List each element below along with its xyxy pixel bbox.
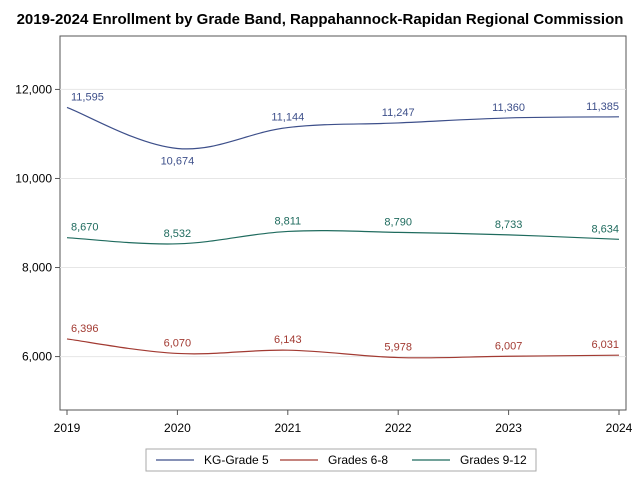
y-tick-label: 12,000	[15, 82, 52, 96]
y-tick-label: 10,000	[15, 171, 52, 185]
plot-frame	[59, 35, 627, 411]
y-tick-label: 8,000	[22, 261, 52, 275]
legend-label-grades-6-8: Grades 6-8	[328, 453, 388, 467]
label-layer: 11,595 10,674 11,144 11,247 11,360 11,385 6,39…	[71, 91, 619, 353]
data-label-kg-grade-5: 11,595	[71, 91, 104, 103]
data-label-grades-9-12: 8,532	[164, 228, 192, 240]
x-tick-label: 2023	[495, 421, 522, 435]
legend-label-kg-grade-5: KG-Grade 5	[204, 453, 269, 467]
legend: KG-Grade 5 Grades 6-8 Grades 9-12	[145, 448, 537, 472]
data-label-grades-9-12: 8,634	[591, 223, 619, 235]
axis-layer: 6,000 8,000 10,000 12,000 2019 2020 2021 2022 20…	[15, 82, 632, 435]
data-label-grades-6-8: 6,143	[274, 334, 302, 346]
y-tick-label: 6,000	[22, 350, 52, 364]
legend-box	[145, 448, 537, 472]
x-tick-label: 2024	[606, 421, 633, 435]
data-label-kg-grade-5: 11,144	[271, 112, 304, 124]
data-label-grades-9-12: 8,733	[495, 219, 523, 231]
data-label-kg-grade-5: 10,674	[161, 155, 195, 167]
series-line-grades-6-8	[66, 338, 620, 359]
series-line-grades-9-12	[66, 229, 620, 245]
series-layer	[66, 106, 620, 359]
x-tick-label: 2021	[274, 421, 301, 435]
chart-title: 2019-2024 Enrollment by Grade Band, Rapp…	[17, 11, 624, 28]
data-label-grades-6-8: 6,007	[495, 340, 523, 352]
data-label-kg-grade-5: 11,360	[492, 102, 525, 114]
data-label-grades-6-8: 5,978	[384, 342, 412, 354]
data-label-grades-6-8: 6,070	[164, 337, 192, 349]
x-tick-label: 2022	[385, 421, 412, 435]
data-label-grades-9-12: 8,670	[71, 222, 99, 234]
data-label-grades-9-12: 8,790	[384, 216, 412, 228]
data-label-grades-6-8: 6,396	[71, 323, 99, 335]
grid-layer	[60, 88, 626, 358]
data-label-kg-grade-5: 11,385	[586, 101, 619, 113]
x-tick-label: 2020	[164, 421, 191, 435]
x-tick-label: 2019	[54, 421, 81, 435]
data-label-grades-9-12: 8,811	[274, 215, 301, 227]
data-label-kg-grade-5: 11,247	[382, 107, 415, 119]
legend-label-grades-9-12: Grades 9-12	[460, 453, 527, 467]
series-line-kg-grade-5	[66, 106, 620, 150]
data-label-grades-6-8: 6,031	[591, 339, 619, 351]
